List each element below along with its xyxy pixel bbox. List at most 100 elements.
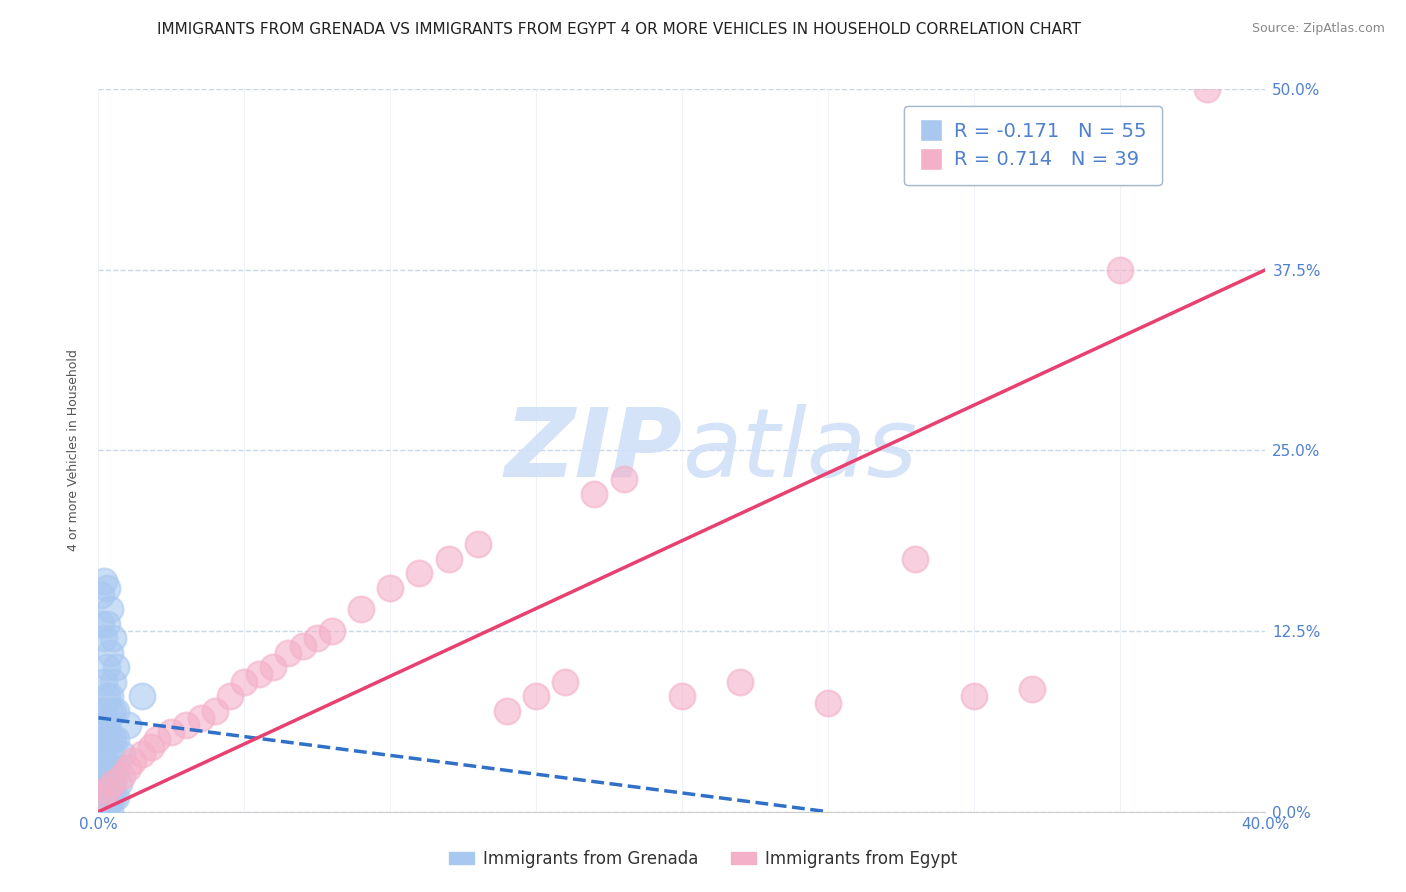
- Point: [90, 790, 112, 805]
- Point: [307, 632, 329, 646]
- Point: [117, 761, 139, 775]
- Point: [96, 732, 118, 747]
- Point: [962, 689, 984, 703]
- Text: ZIP: ZIP: [503, 404, 682, 497]
- Point: [96, 616, 118, 631]
- Point: [146, 732, 169, 747]
- Point: [247, 667, 270, 681]
- Point: [291, 639, 314, 653]
- Point: [90, 616, 112, 631]
- Point: [101, 790, 124, 805]
- Text: atlas: atlas: [682, 404, 917, 497]
- Point: [380, 581, 402, 595]
- Point: [1021, 681, 1043, 696]
- Point: [90, 588, 112, 602]
- Point: [90, 776, 112, 790]
- Point: [277, 646, 299, 660]
- Point: [408, 566, 430, 581]
- Point: [554, 674, 576, 689]
- Point: [437, 551, 460, 566]
- Point: [90, 732, 112, 747]
- Y-axis label: 4 or more Vehicles in Household: 4 or more Vehicles in Household: [67, 350, 80, 551]
- Point: [93, 574, 115, 588]
- Point: [139, 739, 162, 754]
- Point: [93, 747, 115, 761]
- Point: [467, 537, 489, 551]
- Point: [90, 747, 112, 761]
- Point: [1108, 262, 1130, 277]
- Point: [104, 790, 127, 805]
- Point: [93, 776, 115, 790]
- Point: [93, 674, 115, 689]
- Point: [131, 689, 153, 703]
- Point: [160, 725, 183, 739]
- Point: [101, 732, 124, 747]
- Point: [93, 761, 115, 775]
- Point: [98, 689, 121, 703]
- Point: [108, 776, 131, 790]
- Point: [90, 790, 112, 805]
- Point: [730, 674, 752, 689]
- Point: [101, 632, 124, 646]
- Point: [111, 769, 134, 783]
- Point: [904, 551, 927, 566]
- Point: [583, 487, 606, 501]
- Point: [101, 704, 124, 718]
- Point: [817, 696, 839, 710]
- Point: [93, 632, 115, 646]
- Point: [101, 776, 124, 790]
- Point: [96, 805, 118, 819]
- Point: [98, 602, 121, 616]
- Text: IMMIGRANTS FROM GRENADA VS IMMIGRANTS FROM EGYPT 4 OR MORE VEHICLES IN HOUSEHOLD: IMMIGRANTS FROM GRENADA VS IMMIGRANTS FR…: [156, 22, 1081, 37]
- Point: [96, 660, 118, 674]
- Point: [104, 761, 127, 775]
- Point: [1195, 82, 1218, 96]
- Point: [204, 704, 226, 718]
- Point: [98, 790, 121, 805]
- Point: [98, 747, 121, 761]
- Point: [96, 790, 118, 805]
- Point: [104, 660, 127, 674]
- Point: [262, 660, 284, 674]
- Point: [496, 704, 519, 718]
- Point: [233, 674, 256, 689]
- Point: [96, 689, 118, 703]
- Point: [104, 732, 127, 747]
- Point: [101, 761, 124, 775]
- Point: [117, 718, 139, 732]
- Point: [96, 581, 118, 595]
- Legend: Immigrants from Grenada, Immigrants from Egypt: Immigrants from Grenada, Immigrants from…: [443, 844, 963, 875]
- Point: [321, 624, 343, 639]
- Point: [122, 754, 145, 768]
- Point: [96, 783, 118, 797]
- Point: [612, 472, 634, 486]
- Text: Source: ZipAtlas.com: Source: ZipAtlas.com: [1251, 22, 1385, 36]
- Point: [98, 732, 121, 747]
- Point: [93, 805, 115, 819]
- Point: [98, 704, 121, 718]
- Point: [671, 689, 693, 703]
- Point: [93, 790, 115, 805]
- Point: [174, 718, 197, 732]
- Point: [93, 704, 115, 718]
- Point: [101, 776, 124, 790]
- Point: [90, 718, 112, 732]
- Point: [98, 646, 121, 660]
- Point: [190, 711, 212, 725]
- Point: [131, 747, 153, 761]
- Point: [90, 805, 112, 819]
- Point: [524, 689, 547, 703]
- Point: [96, 718, 118, 732]
- Point: [93, 732, 115, 747]
- Point: [111, 747, 134, 761]
- Point: [218, 689, 240, 703]
- Legend: R = -0.171   N = 55, R = 0.714   N = 39: R = -0.171 N = 55, R = 0.714 N = 39: [904, 106, 1163, 185]
- Point: [104, 704, 127, 718]
- Point: [90, 761, 112, 775]
- Point: [96, 776, 118, 790]
- Point: [101, 674, 124, 689]
- Point: [98, 805, 121, 819]
- Point: [350, 602, 373, 616]
- Point: [98, 776, 121, 790]
- Point: [96, 761, 118, 775]
